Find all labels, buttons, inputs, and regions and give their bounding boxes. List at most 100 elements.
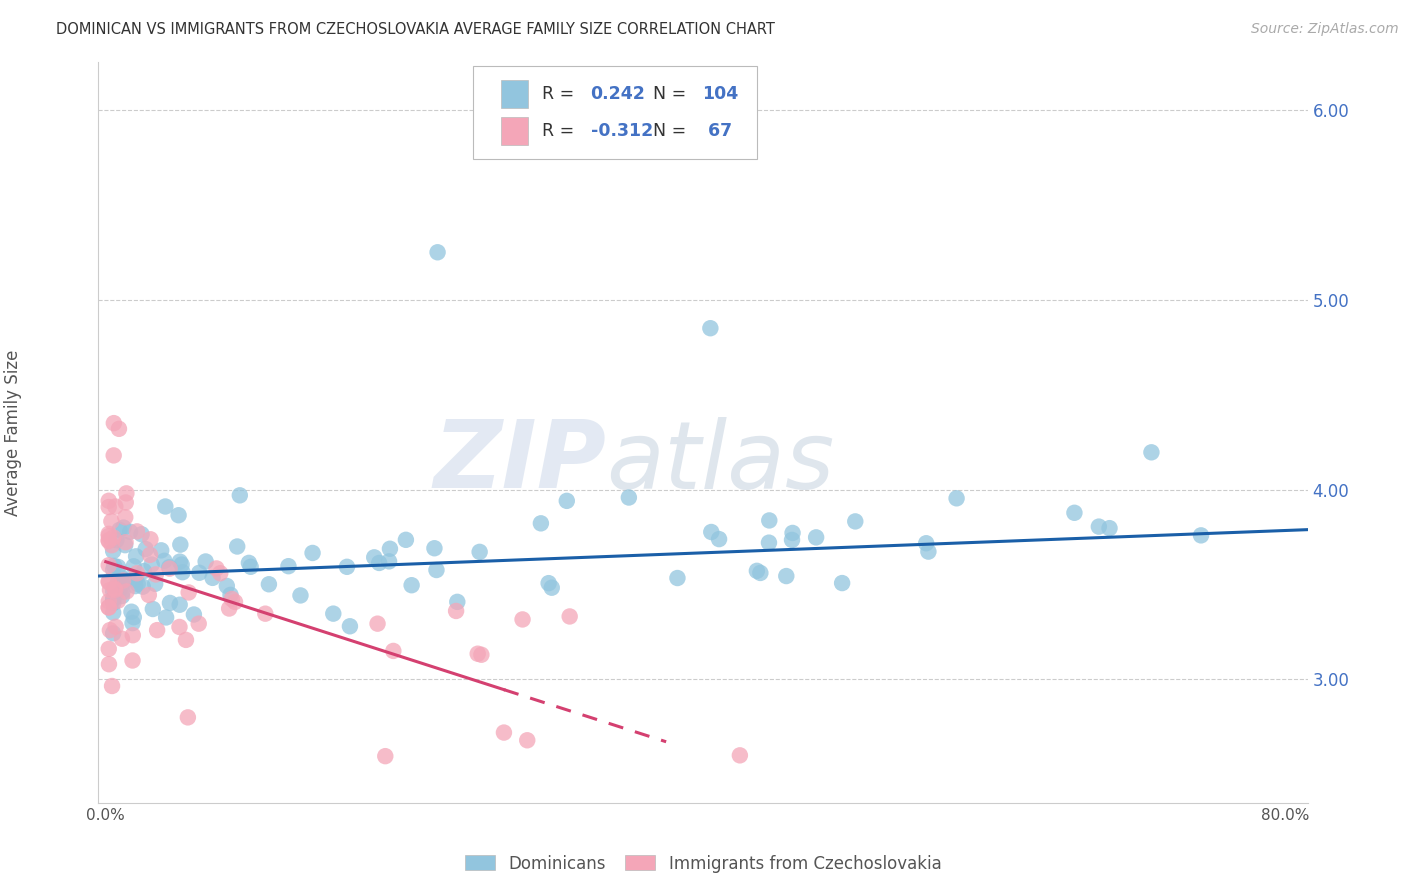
Point bbox=[104, 582, 127, 597]
Point bbox=[277, 559, 299, 574]
Point bbox=[322, 607, 344, 621]
Point bbox=[121, 616, 143, 631]
Point bbox=[174, 632, 197, 647]
Point bbox=[104, 500, 127, 514]
Point bbox=[426, 245, 449, 260]
Point bbox=[782, 525, 804, 540]
Point bbox=[112, 520, 135, 534]
Point bbox=[804, 530, 827, 544]
Y-axis label: Average Family Size: Average Family Size bbox=[4, 350, 22, 516]
Point bbox=[125, 524, 148, 539]
Point bbox=[512, 612, 534, 626]
Point bbox=[209, 566, 232, 581]
Point bbox=[103, 596, 125, 610]
Point bbox=[108, 422, 131, 436]
Point bbox=[114, 535, 136, 549]
Point bbox=[749, 566, 772, 580]
Point bbox=[155, 500, 177, 514]
Point bbox=[844, 515, 866, 529]
Point bbox=[97, 594, 120, 608]
Point bbox=[1063, 506, 1085, 520]
Point bbox=[97, 529, 120, 543]
Point bbox=[100, 538, 122, 552]
Point bbox=[167, 508, 190, 523]
Point bbox=[121, 653, 143, 667]
Point bbox=[401, 578, 423, 592]
Point bbox=[135, 542, 157, 557]
Point bbox=[120, 524, 142, 539]
Point bbox=[363, 550, 385, 565]
Text: N =: N = bbox=[654, 85, 692, 103]
Point bbox=[290, 589, 312, 603]
Point bbox=[103, 449, 125, 463]
Point bbox=[150, 543, 173, 558]
Point bbox=[194, 554, 217, 568]
Point bbox=[101, 679, 124, 693]
Point bbox=[699, 321, 721, 335]
Point bbox=[103, 582, 125, 596]
Point bbox=[446, 595, 468, 609]
Text: 0.242: 0.242 bbox=[591, 85, 645, 103]
Point bbox=[125, 549, 148, 564]
Point bbox=[339, 619, 361, 633]
Point bbox=[395, 533, 418, 547]
Point bbox=[917, 544, 939, 558]
Point bbox=[1189, 528, 1212, 542]
Point bbox=[115, 486, 138, 500]
Point bbox=[444, 604, 467, 618]
Point bbox=[132, 564, 155, 578]
Point bbox=[101, 606, 124, 620]
Point bbox=[224, 595, 246, 609]
Point bbox=[124, 573, 146, 587]
Point bbox=[107, 560, 129, 574]
Point bbox=[169, 538, 191, 552]
Point bbox=[97, 641, 120, 656]
Point bbox=[98, 582, 121, 597]
Point bbox=[101, 544, 124, 558]
Point bbox=[159, 596, 181, 610]
Point bbox=[104, 620, 127, 634]
Point bbox=[142, 602, 165, 616]
Point bbox=[97, 558, 120, 573]
Point bbox=[229, 488, 252, 502]
Point bbox=[97, 600, 120, 615]
Point bbox=[146, 623, 169, 637]
Point bbox=[110, 570, 132, 584]
Point bbox=[101, 584, 124, 599]
Text: 104: 104 bbox=[702, 85, 738, 103]
Point bbox=[205, 561, 228, 575]
Point bbox=[492, 725, 515, 739]
Text: R =: R = bbox=[543, 85, 579, 103]
Point bbox=[122, 610, 145, 624]
Point bbox=[775, 569, 797, 583]
Point bbox=[468, 545, 491, 559]
Text: DOMINICAN VS IMMIGRANTS FROM CZECHOSLOVAKIA AVERAGE FAMILY SIZE CORRELATION CHAR: DOMINICAN VS IMMIGRANTS FROM CZECHOSLOVA… bbox=[56, 22, 775, 37]
Point bbox=[139, 548, 162, 562]
Point bbox=[139, 533, 162, 547]
Point bbox=[915, 536, 938, 550]
Point bbox=[1098, 521, 1121, 535]
Point bbox=[239, 559, 262, 574]
Point bbox=[159, 561, 181, 575]
Point bbox=[540, 581, 562, 595]
Point bbox=[378, 554, 401, 568]
Text: 67: 67 bbox=[702, 122, 733, 140]
Point bbox=[666, 571, 689, 585]
Point bbox=[423, 541, 446, 556]
Text: -0.312: -0.312 bbox=[591, 122, 652, 140]
Point bbox=[226, 540, 249, 554]
Point bbox=[107, 593, 129, 607]
Point bbox=[700, 524, 723, 539]
Text: atlas: atlas bbox=[606, 417, 835, 508]
Point bbox=[336, 559, 359, 574]
Point bbox=[188, 566, 211, 580]
Point bbox=[121, 605, 143, 619]
Point bbox=[138, 588, 160, 602]
Point bbox=[112, 573, 135, 587]
Point bbox=[103, 558, 125, 573]
Point bbox=[780, 533, 803, 547]
FancyBboxPatch shape bbox=[474, 66, 758, 159]
Point bbox=[97, 500, 120, 514]
Point bbox=[143, 577, 166, 591]
Point bbox=[238, 556, 260, 570]
